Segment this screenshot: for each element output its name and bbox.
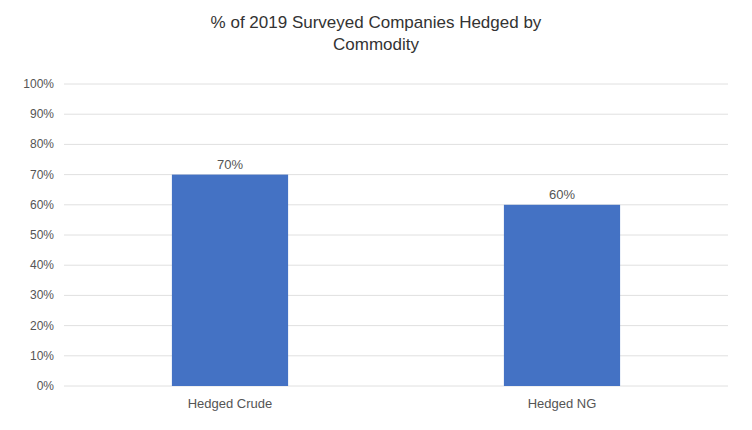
bars bbox=[172, 175, 620, 386]
y-tick-label: 80% bbox=[30, 137, 54, 151]
x-axis: Hedged Crude Hedged NG bbox=[188, 396, 597, 411]
data-labels: 70% 60% bbox=[217, 157, 575, 202]
data-label: 60% bbox=[549, 187, 575, 202]
grid-line bbox=[64, 144, 728, 145]
y-tick-label: 60% bbox=[30, 198, 54, 212]
bar bbox=[504, 205, 620, 386]
chart-svg: % of 2019 Surveyed Companies Hedged by Co… bbox=[0, 0, 752, 430]
grid-line bbox=[64, 355, 728, 356]
y-tick-label: 0% bbox=[37, 379, 55, 393]
grid-line bbox=[64, 386, 728, 387]
title-line: % of 2019 Surveyed Companies Hedged by bbox=[211, 13, 542, 32]
grid-line bbox=[64, 235, 728, 236]
y-tick-label: 50% bbox=[30, 228, 54, 242]
x-tick-label: Hedged Crude bbox=[188, 396, 273, 411]
grid-line bbox=[64, 265, 728, 266]
title-line: Commodity bbox=[333, 35, 419, 54]
y-tick-label: 90% bbox=[30, 107, 54, 121]
grid-line bbox=[64, 114, 728, 115]
y-tick-label: 10% bbox=[30, 349, 54, 363]
x-tick-label: Hedged NG bbox=[528, 396, 597, 411]
grid bbox=[64, 84, 728, 386]
y-tick-label: 20% bbox=[30, 319, 54, 333]
chart-title: % of 2019 Surveyed Companies Hedged by Co… bbox=[211, 13, 542, 54]
grid-line bbox=[64, 204, 728, 205]
y-tick-label: 100% bbox=[23, 77, 54, 91]
grid-line bbox=[64, 174, 728, 175]
grid-line bbox=[64, 295, 728, 296]
grid-line bbox=[64, 84, 728, 85]
y-axis: 0% 10% 20% 30% 40% 50% 60% 70% 80% 90% 100% bbox=[23, 77, 54, 393]
y-tick-label: 70% bbox=[30, 168, 54, 182]
grid-line bbox=[64, 325, 728, 326]
bar bbox=[172, 175, 288, 386]
y-tick-label: 30% bbox=[30, 288, 54, 302]
y-tick-label: 40% bbox=[30, 258, 54, 272]
data-label: 70% bbox=[217, 157, 243, 172]
chart-container: % of 2019 Surveyed Companies Hedged by Co… bbox=[0, 0, 752, 430]
